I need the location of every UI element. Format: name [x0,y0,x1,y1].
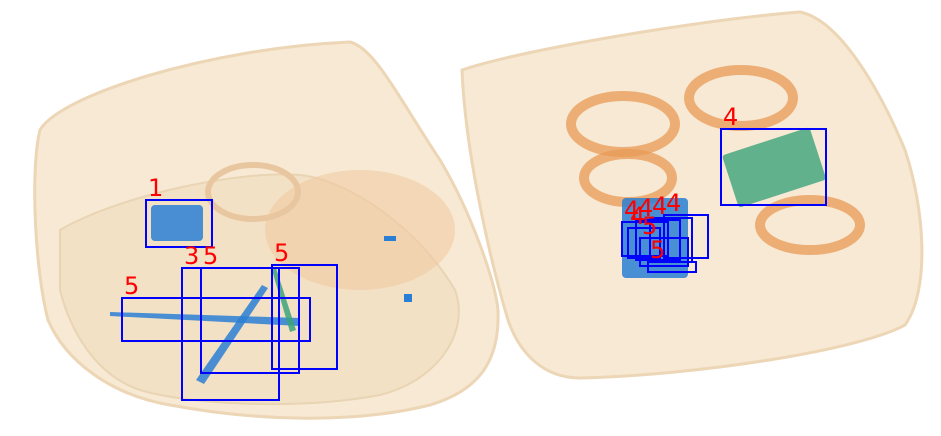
detection-label: 5 [274,239,289,267]
organic-ring-2 [684,65,798,131]
detection-box [663,214,709,259]
knife-object-diagonal [196,285,268,384]
detection-box [271,264,338,370]
detection-label: 4 [638,194,653,222]
right-bag [460,10,924,380]
detection-label: 4 [723,103,738,131]
detection-box [145,199,213,248]
small-object-a [384,236,396,241]
detection-label: 4 [624,196,639,224]
battery-pack-object [722,127,826,208]
detection-label: 3 [184,242,199,270]
phone-object [151,205,203,241]
detection-box [639,237,689,267]
baggage-background [33,10,924,420]
detection-box [121,297,311,342]
detection-label: 4 [630,202,645,230]
left-ring [205,162,301,222]
small-object-b [404,294,412,302]
detection-label: 5 [203,242,218,270]
detection-label: 4 [652,192,667,220]
detection-label: 4 [666,189,681,217]
detection-box [720,128,827,206]
organic-ring-4 [755,195,865,255]
detection-box [200,267,300,374]
left-organic-smear [265,170,455,290]
detection-label: 5 [642,212,657,240]
detection-box [647,261,697,273]
detection-box [627,227,661,259]
knife-object-long [110,312,300,326]
detection-box [635,219,681,261]
detection-label: 1 [148,174,163,202]
detection-label: 5 [650,236,665,264]
detection-label: 5 [124,272,139,300]
